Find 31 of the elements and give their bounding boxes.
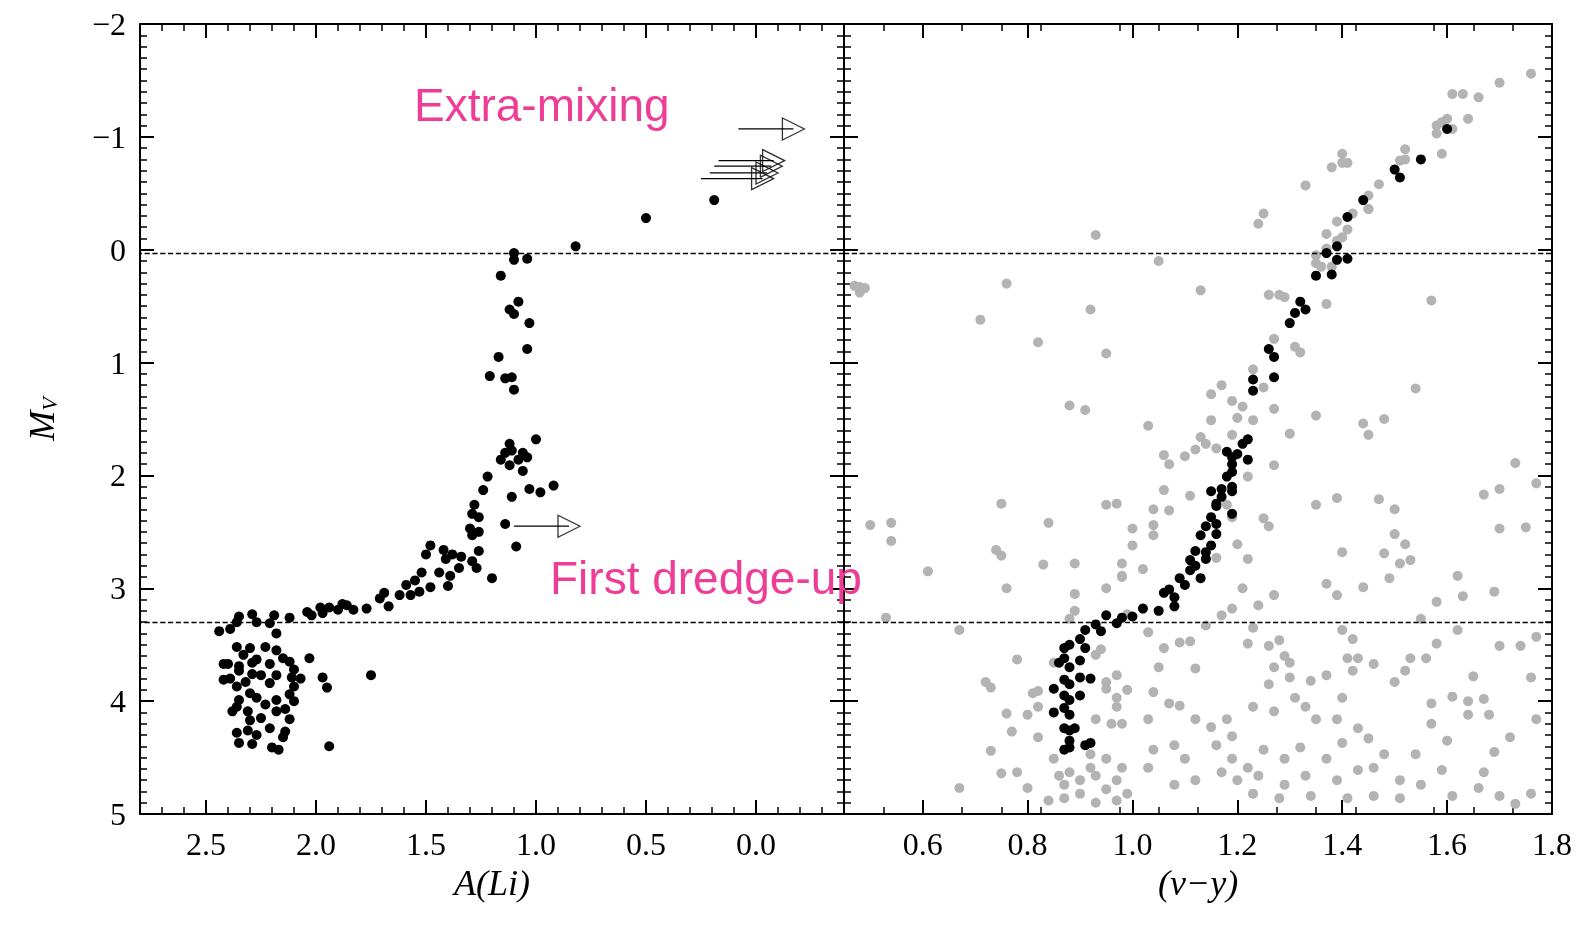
annotation: Extra-mixing (414, 79, 670, 131)
x-tick-label: 1.6 (1427, 826, 1468, 862)
point (781, 117, 806, 141)
x-tick-label: 1.4 (1322, 826, 1363, 862)
point (759, 154, 784, 178)
y-tick-label: 3 (110, 570, 126, 607)
x-axis-title: A(Li) (452, 862, 530, 903)
point (557, 514, 581, 538)
point (755, 161, 779, 185)
x-tick-label: 0.8 (1007, 826, 1048, 862)
y-tick-label: 4 (110, 683, 126, 720)
y-tick-label: 1 (110, 344, 126, 381)
y-tick-label: 2 (110, 457, 126, 494)
y-tick-label: 0 (110, 231, 126, 268)
x-tick-label: 1.0 (1112, 826, 1153, 862)
x-axis-title: (v−y) (1157, 862, 1239, 903)
y-axis-title: MV (22, 394, 62, 442)
x-tick-label: 1.0 (516, 826, 556, 862)
x-tick-label: 0.5 (626, 826, 666, 862)
x-tick-label: 2.0 (296, 826, 336, 862)
x-tick-label: 0.6 (902, 826, 943, 862)
x-tick-label: 1.5 (406, 826, 446, 862)
y-tick-label: −1 (91, 118, 126, 155)
point (750, 166, 775, 191)
y-tick-label: 5 (110, 796, 126, 832)
x-tick-label: 0.0 (736, 826, 776, 862)
x-tick-label: 1.2 (1217, 826, 1258, 862)
point (761, 148, 786, 173)
x-tick-label: 1.8 (1532, 826, 1572, 862)
y-tick-label: −2 (91, 6, 126, 42)
x-tick-label: 2.5 (186, 826, 226, 862)
